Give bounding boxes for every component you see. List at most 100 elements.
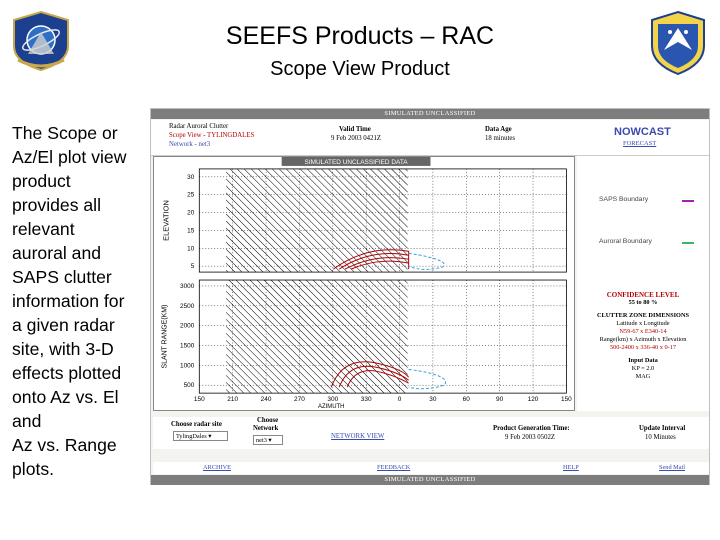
x-tick-label: 300: [327, 396, 338, 403]
description-line: Az vs. Range: [12, 435, 117, 455]
slide-title: SEEFS Products – RAC: [225, 22, 495, 50]
description-line: site, with 3-D: [12, 339, 114, 359]
auroral-boundary-label: Auroral Boundary: [599, 238, 652, 245]
x-tick-label: 270: [294, 396, 305, 403]
range-tick-label: 2000: [180, 323, 195, 330]
data-age-value: 18 minutes: [485, 135, 516, 142]
description-line: information for: [12, 291, 125, 311]
dims-label: CLUTTER ZONE DIMENSIONS: [596, 312, 690, 319]
product-header: Radar Auroral Clutter Scope View - TYLIN…: [151, 120, 709, 156]
range-tick-label: 1500: [180, 342, 195, 349]
range-tick-label: 2500: [180, 303, 195, 310]
dims-sub: Latitude x Longitude: [616, 320, 670, 327]
dims-range-label: Range(km) x Azimuth x Elevation: [599, 336, 687, 343]
description-line: effects plotted: [12, 363, 122, 383]
help-link[interactable]: HELP: [563, 464, 579, 471]
range-clutter-zone: [226, 280, 408, 394]
kp-value: KP = 2.0: [631, 365, 655, 372]
x-tick-label: 210: [227, 396, 238, 403]
mag-value: MAG: [635, 373, 651, 380]
range-tick-label: 500: [184, 382, 195, 389]
elevation-tick-label: 30: [187, 174, 195, 181]
valid-time-label: Valid Time: [339, 126, 371, 133]
network-view-link[interactable]: NETWORK VIEW: [331, 433, 385, 440]
nowcast-tab[interactable]: NOWCAST: [614, 126, 671, 138]
x-tick-label: 30: [429, 396, 437, 403]
x-tick-label: 90: [496, 396, 504, 403]
air-force-shield-emblem: [651, 10, 705, 76]
air-force-space-command-emblem: [13, 10, 69, 72]
x-tick-label: 240: [261, 396, 272, 403]
description-line: onto Az vs. El: [12, 387, 119, 407]
x-tick-label: 150: [194, 396, 205, 403]
description-line: SAPS clutter: [12, 267, 112, 287]
description-line: relevant: [12, 219, 75, 239]
range-tick-label: 1000: [180, 362, 195, 369]
x-tick-label: 330: [361, 396, 372, 403]
description-line: a given radar: [12, 315, 115, 335]
elevation-tick-label: 10: [187, 245, 195, 252]
azimuth-axis-label: AZIMUTH: [318, 404, 344, 410]
update-interval-label: Update Interval: [639, 425, 686, 432]
range-tick-label: 3000: [180, 283, 195, 290]
generation-time-label: Product Generation Time:: [493, 425, 570, 432]
saps-boundary-swatch: [682, 200, 694, 202]
legend-panel: SAPS Boundary Auroral Boundary: [577, 156, 709, 411]
auroral-boundary-swatch: [682, 242, 694, 244]
elevation-clutter-contours: [332, 249, 445, 270]
x-tick-label: 0: [398, 396, 402, 403]
input-data-label: Input Data: [628, 357, 658, 364]
saps-boundary-label: SAPS Boundary: [599, 196, 649, 203]
range-axis-label: SLANT RANGE(KM): [162, 305, 169, 369]
slide-subtitle: Scope View Product: [270, 58, 450, 80]
description-text: The Scope or Az/El plot view product provid…: [12, 121, 147, 481]
description-line: auroral and: [12, 243, 102, 263]
network-label: Network - net3: [169, 141, 211, 148]
elevation-tick-label: 20: [187, 210, 195, 217]
plot-banner-bg: [281, 157, 431, 166]
az-el-range-plot: SIMULATED UNCLASSIFIED DATA ELEVATION SL…: [153, 156, 575, 411]
radar-site-label: Choose radar site: [171, 421, 222, 428]
chevron-down-icon: ▾: [268, 437, 272, 444]
description-line: product: [12, 171, 71, 191]
network-label-2: Network: [253, 425, 279, 432]
elevation-tick-label: 5: [191, 263, 195, 270]
plot-tick-labels: 150 210 240 270 300 330 0 30 60 90 120 150 30 25 20 15 1…: [180, 174, 572, 403]
scope-view-label: Scope View - TYLINGDALES: [169, 132, 255, 139]
product-name: Radar Auroral Clutter: [169, 123, 229, 130]
feedback-link[interactable]: FEEDBACK: [377, 464, 411, 471]
controls-bar: Choose radar site TylingDales ▾ Choose N…: [153, 417, 709, 449]
generation-time-value: 9 Feb 2003 0502Z: [505, 434, 556, 441]
elevation-tick-label: 15: [187, 227, 195, 234]
description-line: provides all: [12, 195, 101, 215]
dims-latlon: N59-67 x E340-14: [619, 328, 667, 335]
elevation-axis-label: ELEVATION: [162, 200, 171, 241]
dims-range-values: 500-2400 x 336-40 x 0-17: [609, 344, 677, 351]
scope-view-screenshot: SIMULATED UNCLASSIFIED Radar Auroral Clu…: [150, 108, 710, 485]
x-tick-label: 60: [463, 396, 471, 403]
elevation-clutter-zone: [226, 168, 408, 273]
description-line: Az/El plot view: [12, 147, 127, 167]
network-select[interactable]: net3 ▾: [253, 435, 283, 445]
classification-banner-top: SIMULATED UNCLASSIFIED: [151, 109, 709, 119]
confidence-value: 55 to 80 %: [628, 299, 658, 306]
network-label-1: Choose: [257, 417, 279, 424]
elevation-tick-label: 25: [187, 192, 195, 199]
classification-banner-bottom: SIMULATED UNCLASSIFIED: [151, 475, 709, 485]
description-line: plots.: [12, 459, 55, 479]
chevron-down-icon: ▾: [208, 433, 212, 440]
x-tick-label: 150: [561, 396, 572, 403]
forecast-link[interactable]: FORECAST: [623, 140, 657, 147]
range-clutter-contours: [330, 361, 447, 390]
description-line: The Scope or: [12, 123, 118, 143]
confidence-label: CONFIDENCE LEVEL: [606, 291, 680, 299]
radar-site-select[interactable]: TylingDales ▾: [173, 431, 228, 441]
x-tick-label: 120: [528, 396, 539, 403]
update-interval-value: 10 Minutes: [645, 434, 676, 441]
archive-link[interactable]: ARCHIVE: [203, 464, 231, 471]
send-mail-link[interactable]: Send Mail: [659, 464, 686, 471]
data-age-label: Data Age: [485, 126, 512, 133]
footer-links: ARCHIVE FEEDBACK HELP Send Mail: [153, 462, 709, 474]
description-line: and: [12, 411, 42, 431]
info-panel: CONFIDENCE LEVEL 55 to 80 % CLUTTER ZONE…: [577, 291, 709, 381]
